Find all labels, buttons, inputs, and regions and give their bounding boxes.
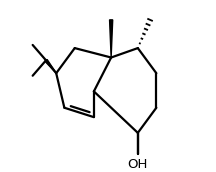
Polygon shape (45, 60, 56, 73)
Text: OH: OH (128, 158, 148, 171)
Polygon shape (110, 20, 113, 57)
